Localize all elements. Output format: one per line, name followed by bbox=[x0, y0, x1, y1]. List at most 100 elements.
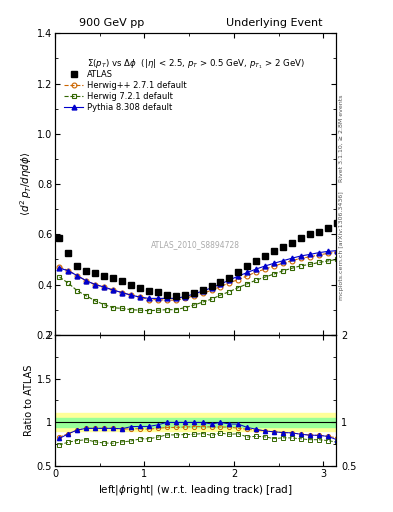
ATLAS bbox=[138, 285, 142, 291]
Herwig++ 2.7.1 default bbox=[218, 284, 223, 290]
Herwig 7.2.1 default bbox=[66, 280, 71, 286]
Text: Underlying Event: Underlying Event bbox=[226, 18, 322, 28]
Pythia 8.308 default bbox=[272, 260, 277, 266]
Herwig 7.2.1 default bbox=[254, 277, 259, 283]
Herwig++ 2.7.1 default bbox=[308, 254, 312, 260]
Pythia 8.308 default bbox=[120, 289, 125, 295]
Herwig++ 2.7.1 default bbox=[75, 273, 80, 279]
X-axis label: left$|\phi$right$|$ (w.r.t. leading track) [rad]: left$|\phi$right$|$ (w.r.t. leading trac… bbox=[98, 483, 293, 497]
Pythia 8.308 default bbox=[299, 253, 303, 259]
Herwig 7.2.1 default bbox=[218, 292, 223, 298]
Herwig++ 2.7.1 default bbox=[227, 280, 232, 286]
Pythia 8.308 default bbox=[138, 294, 142, 300]
Herwig 7.2.1 default bbox=[182, 305, 187, 311]
ATLAS bbox=[93, 270, 97, 276]
Pythia 8.308 default bbox=[182, 293, 187, 300]
Y-axis label: $\langle d^2\, p_T/d\eta d\phi\rangle$: $\langle d^2\, p_T/d\eta d\phi\rangle$ bbox=[18, 152, 34, 216]
Pythia 8.308 default bbox=[209, 285, 214, 291]
Herwig 7.2.1 default bbox=[164, 307, 169, 313]
Herwig++ 2.7.1 default bbox=[334, 249, 339, 255]
Pythia 8.308 default bbox=[254, 266, 259, 272]
Text: ATLAS_2010_S8894728: ATLAS_2010_S8894728 bbox=[151, 240, 240, 249]
ATLAS bbox=[164, 291, 169, 297]
Herwig++ 2.7.1 default bbox=[84, 278, 89, 284]
Herwig 7.2.1 default bbox=[245, 281, 250, 287]
Herwig++ 2.7.1 default bbox=[164, 297, 169, 303]
ATLAS bbox=[316, 229, 321, 235]
Herwig 7.2.1 default bbox=[147, 308, 151, 314]
Herwig++ 2.7.1 default bbox=[245, 273, 250, 279]
ATLAS bbox=[75, 263, 80, 269]
ATLAS bbox=[281, 244, 285, 250]
Herwig++ 2.7.1 default bbox=[66, 268, 71, 274]
Herwig++ 2.7.1 default bbox=[120, 289, 125, 295]
Herwig 7.2.1 default bbox=[272, 271, 277, 277]
ATLAS bbox=[120, 278, 125, 284]
Herwig++ 2.7.1 default bbox=[290, 258, 294, 264]
Herwig 7.2.1 default bbox=[316, 260, 321, 266]
Herwig 7.2.1 default bbox=[334, 257, 339, 263]
Pythia 8.308 default bbox=[281, 258, 285, 264]
Pythia 8.308 default bbox=[191, 291, 196, 297]
Herwig++ 2.7.1 default bbox=[316, 252, 321, 258]
Herwig 7.2.1 default bbox=[290, 265, 294, 271]
ATLAS bbox=[102, 273, 107, 279]
Pythia 8.308 default bbox=[75, 273, 80, 279]
Text: $\Sigma(p_T)$ vs $\Delta\phi$  ($|\eta|$ < 2.5, $p_T$ > 0.5 GeV, $p_{T_1}$ > 2 G: $\Sigma(p_T)$ vs $\Delta\phi$ ($|\eta|$ … bbox=[86, 57, 305, 71]
Y-axis label: Ratio to ATLAS: Ratio to ATLAS bbox=[24, 365, 34, 436]
Herwig++ 2.7.1 default bbox=[325, 250, 330, 257]
Pythia 8.308 default bbox=[200, 288, 205, 294]
Herwig++ 2.7.1 default bbox=[57, 264, 62, 270]
Herwig 7.2.1 default bbox=[236, 285, 241, 291]
Herwig++ 2.7.1 default bbox=[299, 255, 303, 261]
Pythia 8.308 default bbox=[66, 268, 71, 274]
Line: Herwig 7.2.1 default: Herwig 7.2.1 default bbox=[57, 257, 339, 313]
Herwig 7.2.1 default bbox=[325, 258, 330, 264]
Bar bbox=[55, 418, 336, 426]
Pythia 8.308 default bbox=[84, 278, 89, 284]
Herwig 7.2.1 default bbox=[138, 307, 142, 313]
Herwig 7.2.1 default bbox=[93, 298, 97, 304]
ATLAS bbox=[111, 275, 116, 282]
Herwig++ 2.7.1 default bbox=[93, 282, 97, 288]
Herwig 7.2.1 default bbox=[308, 262, 312, 268]
Text: 900 GeV pp: 900 GeV pp bbox=[79, 18, 144, 28]
ATLAS bbox=[263, 252, 268, 259]
ATLAS bbox=[290, 240, 294, 246]
Pythia 8.308 default bbox=[147, 295, 151, 302]
ATLAS bbox=[334, 220, 339, 226]
ATLAS bbox=[308, 231, 312, 238]
Pythia 8.308 default bbox=[227, 277, 232, 283]
ATLAS bbox=[209, 283, 214, 289]
Line: ATLAS: ATLAS bbox=[57, 220, 340, 298]
Herwig++ 2.7.1 default bbox=[156, 296, 160, 303]
Herwig 7.2.1 default bbox=[156, 307, 160, 313]
Pythia 8.308 default bbox=[93, 282, 97, 288]
Pythia 8.308 default bbox=[173, 295, 178, 302]
ATLAS bbox=[182, 291, 187, 297]
Herwig 7.2.1 default bbox=[299, 263, 303, 269]
Pythia 8.308 default bbox=[290, 255, 294, 261]
Pythia 8.308 default bbox=[245, 269, 250, 275]
Herwig 7.2.1 default bbox=[227, 289, 232, 295]
ATLAS bbox=[272, 248, 277, 254]
ATLAS bbox=[191, 289, 196, 295]
Legend: ATLAS, Herwig++ 2.7.1 default, Herwig 7.2.1 default, Pythia 8.308 default: ATLAS, Herwig++ 2.7.1 default, Herwig 7.… bbox=[61, 67, 190, 116]
Pythia 8.308 default bbox=[164, 295, 169, 302]
Herwig 7.2.1 default bbox=[129, 307, 133, 313]
Pythia 8.308 default bbox=[102, 284, 107, 290]
Line: Herwig++ 2.7.1 default: Herwig++ 2.7.1 default bbox=[57, 249, 339, 303]
Herwig++ 2.7.1 default bbox=[147, 296, 151, 303]
Herwig++ 2.7.1 default bbox=[236, 276, 241, 283]
Herwig 7.2.1 default bbox=[173, 307, 178, 313]
Herwig++ 2.7.1 default bbox=[209, 287, 214, 293]
ATLAS bbox=[299, 235, 303, 241]
Herwig++ 2.7.1 default bbox=[281, 260, 285, 266]
Herwig 7.2.1 default bbox=[84, 293, 89, 299]
Pythia 8.308 default bbox=[325, 248, 330, 254]
ATLAS bbox=[254, 258, 259, 264]
Herwig++ 2.7.1 default bbox=[129, 292, 133, 298]
Pythia 8.308 default bbox=[111, 287, 116, 293]
ATLAS bbox=[129, 282, 133, 288]
ATLAS bbox=[156, 289, 160, 295]
